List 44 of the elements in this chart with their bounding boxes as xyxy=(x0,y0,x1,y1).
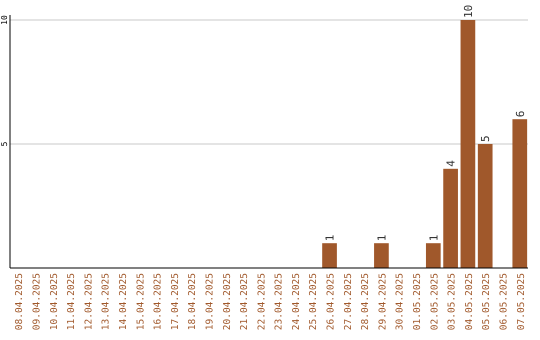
x-tick-label: 17.04.2025 xyxy=(170,273,181,330)
x-tick-label: 16.04.2025 xyxy=(152,273,164,330)
x-tick-label: 10.04.2025 xyxy=(48,273,60,330)
x-tick-label: 09.04.2025 xyxy=(32,273,43,330)
x-tick-label: 05.05.2025 xyxy=(481,273,492,330)
x-tick-label: 29.04.2025 xyxy=(377,273,388,330)
x-tick-label: 14.04.2025 xyxy=(118,273,129,330)
x-tick-label: 04.05.2025 xyxy=(464,273,475,330)
x-tick-label: 01.05.2025 xyxy=(412,273,424,330)
x-tick-label: 24.04.2025 xyxy=(290,273,302,330)
data-label: 6 xyxy=(514,110,527,118)
x-tick-label: 15.04.2025 xyxy=(135,273,146,330)
x-tick-label: 25.04.2025 xyxy=(308,273,320,330)
data-label: 5 xyxy=(479,135,492,142)
x-tick-label: 08.04.2025 xyxy=(14,273,26,330)
x-tick-label: 21.04.2025 xyxy=(239,273,250,330)
x-tick-label: 12.04.2025 xyxy=(83,273,94,330)
data-label: 1 xyxy=(324,234,337,242)
x-tick-label: 02.05.2025 xyxy=(429,273,440,330)
x-tick-label: 30.04.2025 xyxy=(394,273,406,330)
data-label: 1 xyxy=(375,234,388,242)
bar xyxy=(426,243,441,268)
x-tick-label: 28.04.2025 xyxy=(360,273,372,330)
bar xyxy=(322,243,337,268)
x-tick-label: 18.04.2025 xyxy=(187,273,198,330)
bar xyxy=(460,20,476,268)
data-label: 4 xyxy=(444,160,458,167)
x-tick-label: 26.04.2025 xyxy=(326,273,337,330)
x-tick-label: 06.05.2025 xyxy=(498,273,510,330)
bar xyxy=(443,168,458,268)
x-tick-label: 13.04.2025 xyxy=(100,273,112,330)
data-label: 10 xyxy=(462,4,475,18)
bar xyxy=(478,144,493,268)
data-label: 1 xyxy=(427,234,440,242)
x-tick-label: 19.04.2025 xyxy=(204,273,216,330)
x-tick-label: 20.04.2025 xyxy=(222,273,233,330)
bar xyxy=(512,119,528,268)
x-tick-label: 07.05.2025 xyxy=(516,273,527,330)
x-tick-label: 03.05.2025 xyxy=(446,273,458,330)
x-tick-label: 11.04.2025 xyxy=(66,273,78,330)
x-tick-label: 27.04.2025 xyxy=(342,273,354,330)
x-tick-label: 22.04.2025 xyxy=(256,273,268,330)
bar xyxy=(374,243,389,268)
x-tick-label: 23.04.2025 xyxy=(274,273,285,330)
